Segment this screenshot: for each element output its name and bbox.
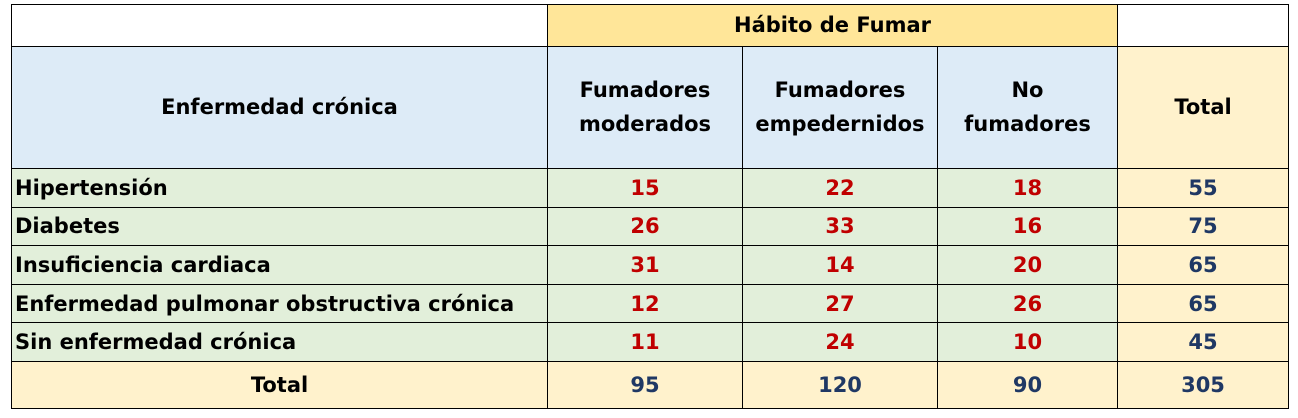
column-header-total: Total: [1117, 45, 1289, 169]
column-header-line: moderados: [578, 112, 712, 137]
table-cell: 16: [937, 206, 1118, 247]
column-header-line: Fumadores: [774, 78, 906, 103]
row-total-cell: 45: [1117, 322, 1289, 362]
table-cell: 20: [937, 245, 1118, 285]
table-cell: 24: [742, 322, 938, 362]
contingency-table: Hábito de Fumar Enfermedad crónica Fumad…: [11, 4, 1289, 409]
table-row: Hipertensión 15 22 18 55: [11, 167, 1289, 208]
table-cell: 18: [937, 167, 1118, 208]
row-label: Sin enfermedad crónica: [11, 322, 548, 362]
row-label: Hipertensión: [11, 167, 548, 208]
column-group-header: Hábito de Fumar: [547, 4, 1118, 47]
column-header-fumadores-moderados: Fumadores moderados: [547, 45, 743, 169]
row-header: Enfermedad crónica: [11, 45, 548, 169]
table-cell: 26: [547, 206, 743, 247]
table-row: Insuficiencia cardiaca 31 14 20 65: [11, 245, 1289, 285]
column-total-cell: 95: [547, 361, 743, 409]
table-cell: 11: [547, 322, 743, 362]
row-total-cell: 75: [1117, 206, 1289, 247]
table-row: Enfermedad pulmonar obstructiva crónica …: [11, 283, 1289, 324]
row-total-cell: 65: [1117, 245, 1289, 285]
column-header-line: No: [1011, 78, 1044, 103]
group-header-row: Hábito de Fumar: [11, 4, 1289, 47]
table-cell: 22: [742, 167, 938, 208]
table-cell: 10: [937, 322, 1118, 362]
column-header-fumadores-empedernidos: Fumadores empedernidos: [742, 45, 938, 169]
table-cell: 15: [547, 167, 743, 208]
column-header-no-fumadores: No fumadores: [937, 45, 1118, 169]
table-row: Diabetes 26 33 16 75: [11, 206, 1289, 247]
column-header-line: empedernidos: [755, 112, 925, 137]
table-cell: 33: [742, 206, 938, 247]
table-cell: 31: [547, 245, 743, 285]
grand-total-cell: 305: [1117, 361, 1289, 409]
row-label: Enfermedad pulmonar obstructiva crónica: [11, 283, 548, 324]
row-label: Insuficiencia cardiaca: [11, 245, 548, 285]
blank-corner-cell: [11, 4, 548, 47]
table-cell: 12: [547, 283, 743, 324]
row-label: Diabetes: [11, 206, 548, 247]
column-total-cell: 120: [742, 361, 938, 409]
row-total-cell: 65: [1117, 283, 1289, 324]
column-header-row: Enfermedad crónica Fumadores moderados F…: [11, 45, 1289, 169]
column-header-line: fumadores: [964, 112, 1091, 137]
table-cell: 27: [742, 283, 938, 324]
table-cell: 14: [742, 245, 938, 285]
total-row-label: Total: [11, 361, 548, 409]
column-total-cell: 90: [937, 361, 1118, 409]
row-total-cell: 55: [1117, 167, 1289, 208]
table-row: Sin enfermedad crónica 11 24 10 45: [11, 322, 1289, 362]
total-row: Total 95 120 90 305: [11, 361, 1289, 409]
table-cell: 26: [937, 283, 1118, 324]
blank-total-corner-cell: [1117, 4, 1289, 47]
column-header-line: Fumadores: [579, 78, 711, 103]
